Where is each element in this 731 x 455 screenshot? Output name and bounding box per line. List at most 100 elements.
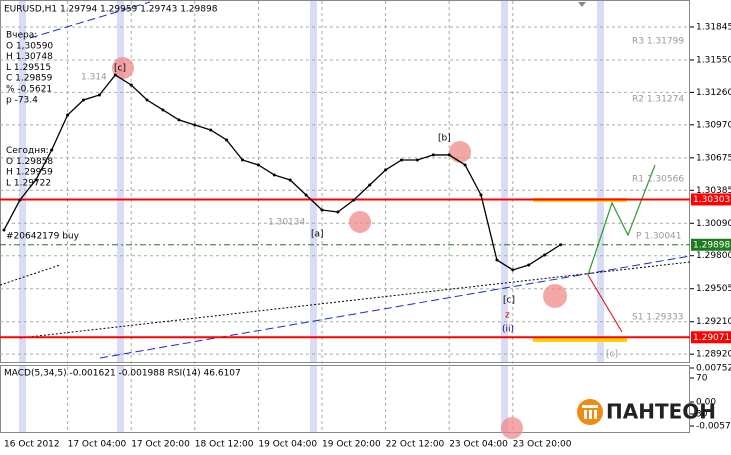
y-tick-label: 1.28920 <box>696 350 731 360</box>
x-tick-label: 19 Oct 04:00 <box>258 440 317 450</box>
level-label: 1.30303 <box>693 195 730 205</box>
info-line: p -73.4 <box>6 95 38 105</box>
price-point <box>447 153 451 157</box>
price-point <box>431 153 435 157</box>
price-point <box>511 268 515 272</box>
lower-tick-label: 70 <box>696 374 708 384</box>
annotation: (ii) <box>502 325 514 335</box>
annotation: R1 1.30566 <box>632 175 684 185</box>
annotation: 1.314 <box>81 73 107 83</box>
y-tick-label: 1.30675 <box>696 153 731 163</box>
x-tick-label: 23 Oct 20:00 <box>513 440 572 450</box>
info-line: H 1.29959 <box>6 168 53 178</box>
annotation: S1 1.29333 <box>632 313 684 323</box>
y-tick-label: 1.31845 <box>696 22 731 32</box>
y-tick-label: 1.31550 <box>696 55 731 65</box>
x-tick-label: 18 Oct 12:00 <box>195 440 254 450</box>
annotation: 1.30134 <box>268 218 305 228</box>
level-label-box <box>691 331 731 344</box>
x-tick-label: 19 Oct 20:00 <box>322 440 381 450</box>
price-point <box>145 98 149 102</box>
chart-title: EURUSD,H1 1.29794 1.29959 1.29743 1.2989… <box>4 5 218 15</box>
price-point <box>256 163 260 167</box>
info-line: H 1.30748 <box>6 52 53 62</box>
price-point <box>543 253 547 257</box>
y-tick-label: 1.30090 <box>696 219 731 229</box>
info-line: Вчера: <box>6 31 37 41</box>
lower-pane-title: MACD(5,34,5) -0.001621 -0.001988 RSI(14)… <box>4 369 241 379</box>
x-tick-label: 17 Oct 04:00 <box>68 440 127 450</box>
lower-tick-label: 30 <box>696 410 708 420</box>
price-point <box>18 198 22 202</box>
x-tick-label: 23 Oct 04:00 <box>449 440 508 450</box>
session-bands <box>19 1 604 432</box>
logo: ПАНТЕОН <box>577 399 716 425</box>
main-frame <box>0 0 690 363</box>
info-line: O 1,30590 <box>6 41 53 51</box>
drawings <box>0 1 691 439</box>
lower-tick-label: -0.00574 <box>696 422 731 432</box>
price-point <box>2 228 6 232</box>
price-point <box>113 73 117 77</box>
y-tick-label: 1.29800 <box>696 251 731 261</box>
price-point <box>320 208 324 212</box>
level-label: 1.29898 <box>693 240 730 250</box>
info-line: O 1.29858 <box>6 157 53 167</box>
info-line: % -0.5621 <box>6 85 52 95</box>
y-tick-label: 1.29210 <box>696 317 731 327</box>
info-line: L 1.29722 <box>6 179 51 189</box>
x-tick-label: 16 Oct 2012 <box>4 440 60 450</box>
price-point <box>97 93 101 97</box>
price-point <box>66 113 70 117</box>
annotation: R3 1.31799 <box>632 37 684 47</box>
annotation: P 1.30041 <box>636 232 682 242</box>
price-point <box>225 138 229 142</box>
price-point <box>415 158 419 162</box>
lower-frame <box>0 365 690 433</box>
price-point <box>336 210 340 214</box>
price-point <box>193 123 197 127</box>
annotation: z <box>505 311 510 321</box>
price-point <box>304 193 308 197</box>
price-point <box>177 118 181 122</box>
price-point <box>82 98 85 102</box>
lower-tick-label: 0.00752 <box>696 364 731 374</box>
price-point <box>352 198 356 202</box>
price-point <box>288 178 292 182</box>
annotation: [a] <box>311 230 324 240</box>
annotation: #20642179 buy <box>6 232 80 242</box>
annotation: [c] <box>114 64 126 74</box>
y-tick-label: 1.29505 <box>696 284 731 294</box>
lower-tick-label: 0.00 <box>696 398 716 408</box>
annotation: [b] <box>438 134 451 144</box>
price-point <box>241 158 244 162</box>
price-point <box>479 193 483 197</box>
price-point <box>400 158 403 162</box>
x-tick-label: 22 Oct 12:00 <box>386 440 445 450</box>
annotation: [c] <box>606 350 618 360</box>
info-line: Сегодня: <box>6 146 49 156</box>
price-point <box>463 163 467 167</box>
info-line: L 1.29515 <box>6 63 51 73</box>
price-line <box>3 74 561 271</box>
y-tick-label: 1.31260 <box>696 88 731 98</box>
annotation: R2 1.31274 <box>632 95 684 105</box>
price-point <box>495 258 499 262</box>
price-point <box>559 243 562 247</box>
price-point <box>368 183 372 187</box>
price-point <box>129 83 133 87</box>
price-point <box>384 168 388 172</box>
info-line: C 1.29859 <box>6 74 53 84</box>
level-label-box <box>691 238 731 251</box>
price-point <box>34 178 38 182</box>
y-tick-label: 1.30970 <box>696 120 731 130</box>
logo-text: ПАНТЕОН <box>606 400 716 424</box>
price-point <box>272 173 276 177</box>
level-label: 1.29071 <box>693 333 730 343</box>
y-tick-label: 1.30385 <box>696 186 731 196</box>
price-point <box>50 148 54 152</box>
price-point <box>209 128 213 132</box>
x-tick-label: 17 Oct 20:00 <box>131 440 190 450</box>
annotation: [c] <box>503 296 515 306</box>
